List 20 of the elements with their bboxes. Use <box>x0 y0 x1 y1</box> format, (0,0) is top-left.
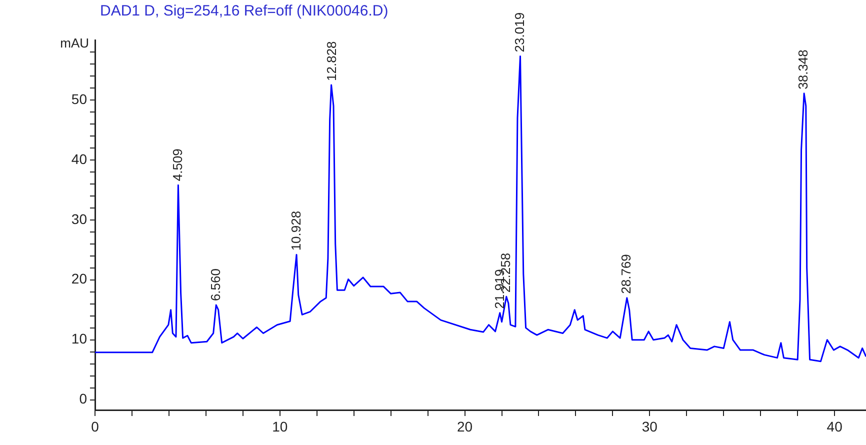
x-tick-label: 0 <box>91 418 100 434</box>
y-axis-title: mAU <box>60 36 89 51</box>
annotation: 23.019 <box>512 12 528 52</box>
annotation: 12.828 <box>324 41 339 81</box>
annotation: 38.348 <box>796 50 811 90</box>
annotation: 10.928 <box>288 210 304 251</box>
annotation: 28.769 <box>618 254 634 294</box>
chart-title: DAD1 D, Sig=254,16 Ref=off (NIK00046.D) <box>100 2 388 20</box>
x-tick-label: 20 <box>456 418 473 434</box>
annotation: 4.509 <box>170 148 185 182</box>
x-tick-label: 40 <box>826 418 843 434</box>
y-tick-label: 20 <box>71 270 88 287</box>
x-tick-label: 10 <box>272 418 288 434</box>
y-tick-label: 30 <box>71 210 88 227</box>
y-tick-label: 40 <box>71 150 88 167</box>
x-tick-label: 30 <box>642 418 658 434</box>
y-tick-label: 10 <box>71 330 88 347</box>
y-tick-label: 0 <box>79 390 88 407</box>
y-tick-label: 50 <box>71 90 88 107</box>
annotation: 6.560 <box>208 268 223 302</box>
